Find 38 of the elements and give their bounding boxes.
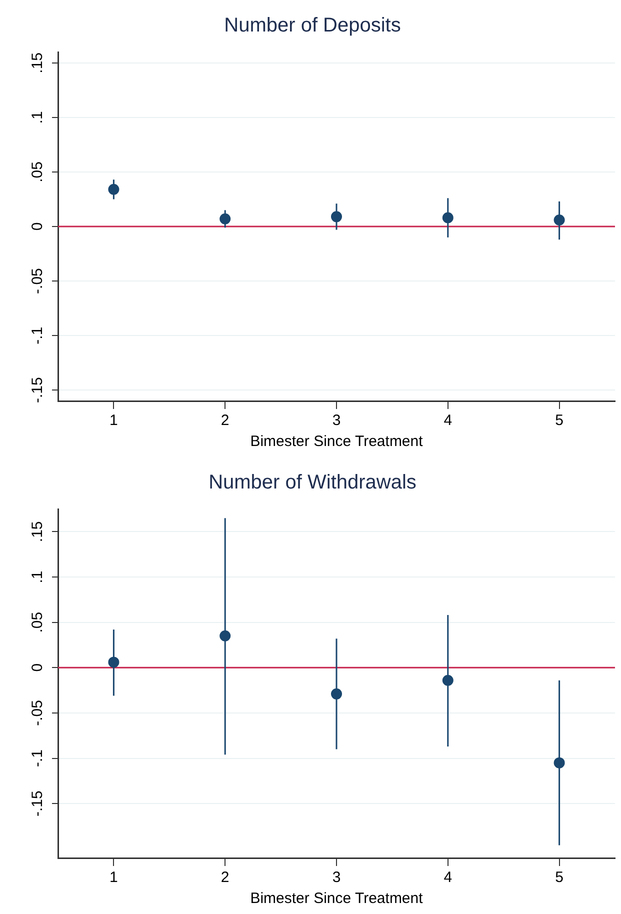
x-tick-label: 1 (110, 412, 118, 430)
x-tick-label: 5 (555, 412, 564, 430)
y-tick-label: -.05 (29, 268, 46, 294)
y-tick-label: -.15 (29, 377, 46, 404)
chart-title: Number of Deposits (224, 14, 401, 37)
point (331, 688, 342, 700)
y-tick-label: -.05 (29, 700, 46, 726)
y-tick-label: .15 (29, 52, 46, 74)
y-tick-label: -.1 (29, 326, 46, 344)
point (554, 214, 565, 226)
y-tick-label: -.15 (29, 790, 46, 817)
y-tick-label: -.1 (29, 750, 46, 768)
point (442, 674, 454, 686)
x-tick-label: 3 (332, 869, 341, 886)
point (331, 211, 342, 222)
point (442, 212, 454, 224)
x-tick-label: 1 (110, 869, 118, 886)
x-tick-label: 2 (220, 412, 230, 430)
y-tick-label: .1 (29, 570, 46, 584)
point (108, 184, 120, 195)
point (220, 213, 231, 224)
chart-title: Number of Withdrawals (208, 472, 416, 494)
y-tick-label: .15 (29, 521, 46, 542)
y-tick-label: .05 (29, 162, 46, 182)
x-axis-title: Bimester Since Treatment (250, 433, 424, 450)
point (220, 630, 231, 642)
y-tick-label: 0 (29, 222, 46, 231)
x-tick-label: 5 (555, 869, 564, 886)
y-tick-label: .1 (29, 111, 46, 124)
x-tick-label: 4 (444, 869, 452, 886)
x-tick-label: 4 (444, 412, 452, 430)
x-axis-title: Bimester Since Treatment (250, 890, 424, 908)
y-tick-label: .05 (29, 612, 46, 633)
point (108, 656, 120, 668)
x-tick-label: 3 (332, 412, 341, 430)
point (554, 757, 565, 768)
y-tick-label: 0 (29, 663, 46, 672)
x-tick-label: 2 (220, 869, 230, 886)
